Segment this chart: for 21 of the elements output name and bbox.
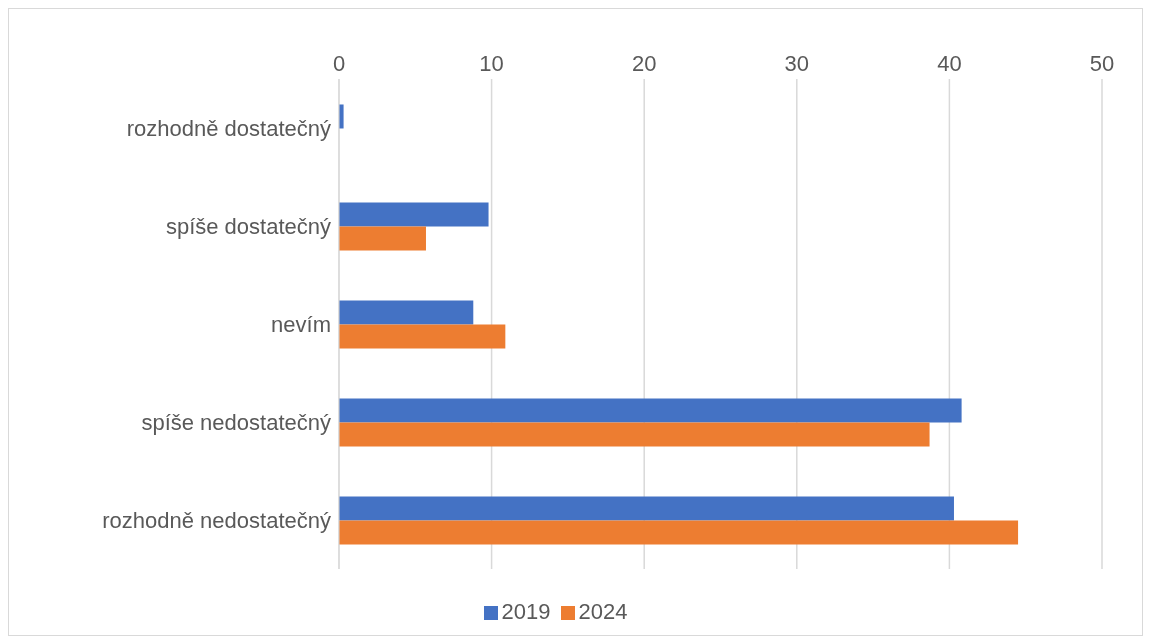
bar	[339, 226, 426, 251]
bar	[339, 300, 474, 325]
legend-label: 2019	[501, 599, 551, 624]
bar	[339, 520, 1019, 545]
y-tick-label: rozhodně nedostatečný	[102, 507, 331, 533]
y-tick-label: spíše dostatečný	[165, 213, 331, 239]
y-tick-label: nevím	[271, 311, 331, 337]
x-tick-label: 10	[479, 51, 504, 76]
x-tick-label: 20	[631, 51, 657, 76]
x-tick-label: 30	[784, 51, 810, 76]
y-tick-label: rozhodně dostatečný	[126, 115, 331, 141]
legend-label: 2024	[578, 599, 628, 624]
bar	[339, 496, 954, 521]
bar	[339, 422, 930, 447]
bar	[339, 324, 506, 349]
x-tick-label: 40	[937, 51, 962, 76]
x-tick-label: 50	[1089, 51, 1115, 76]
x-tick-label: 0	[332, 51, 346, 76]
y-tick-label: spíše nedostatečný	[141, 409, 331, 435]
bar	[339, 398, 962, 423]
bar	[339, 202, 489, 227]
